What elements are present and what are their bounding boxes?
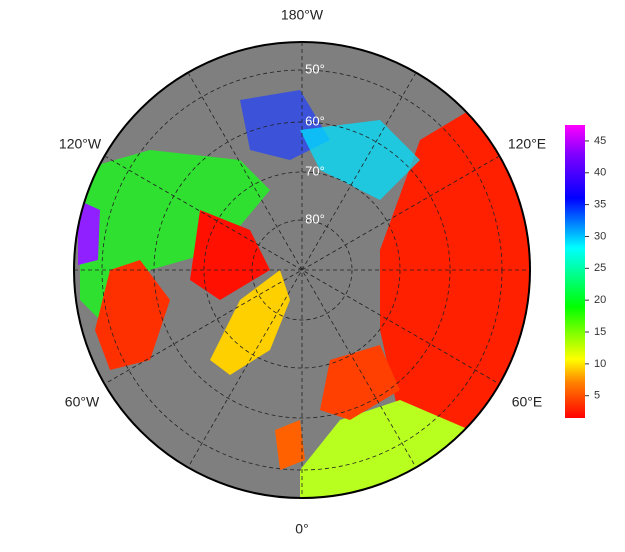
- latitude-label: 70°: [305, 163, 325, 178]
- colorbar-tick-label: 5: [594, 390, 600, 402]
- longitude-label: 120°E: [508, 136, 546, 152]
- latitude-label: 80°: [305, 211, 325, 226]
- east-siberia: [300, 120, 420, 200]
- longitude-label: 60°W: [65, 394, 100, 410]
- longitude-label: 120°W: [59, 136, 102, 152]
- siberia: [380, 110, 530, 440]
- greenland: [210, 270, 290, 375]
- colorbar-tick-label: 25: [594, 262, 606, 274]
- colorbar-tick-label: 40: [594, 167, 606, 179]
- labels: 180°W 120°E 60°E 0° 60°W 120°W 50° 60° 70° 80°: [59, 7, 546, 537]
- latitude-label: 60°: [305, 113, 325, 128]
- colorbar-tick-label: 20: [594, 294, 606, 306]
- colorbar: [565, 125, 585, 418]
- alaska-coast: [78, 200, 100, 265]
- longitude-label: 180°W: [281, 7, 324, 23]
- colorbar-tick-label: 45: [594, 135, 606, 147]
- labrador: [95, 260, 170, 370]
- scandinavia: [320, 345, 400, 420]
- colorbar-ticks: 5 10 15 20 25 30 35 40 45: [585, 135, 606, 402]
- colorbar-tick-label: 30: [594, 230, 606, 242]
- longitude-label: 0°: [295, 521, 308, 537]
- colorbar-tick-label: 35: [594, 199, 606, 211]
- graticule: [74, 42, 530, 498]
- colorbar-tick-label: 15: [594, 326, 606, 338]
- meridian: [104, 155, 500, 385]
- latitude-label: 50°: [305, 61, 325, 76]
- longitude-label: 60°E: [512, 394, 543, 410]
- arctic-islands: [190, 210, 270, 300]
- britain: [275, 420, 305, 470]
- colorbar-tick-label: 10: [594, 358, 606, 370]
